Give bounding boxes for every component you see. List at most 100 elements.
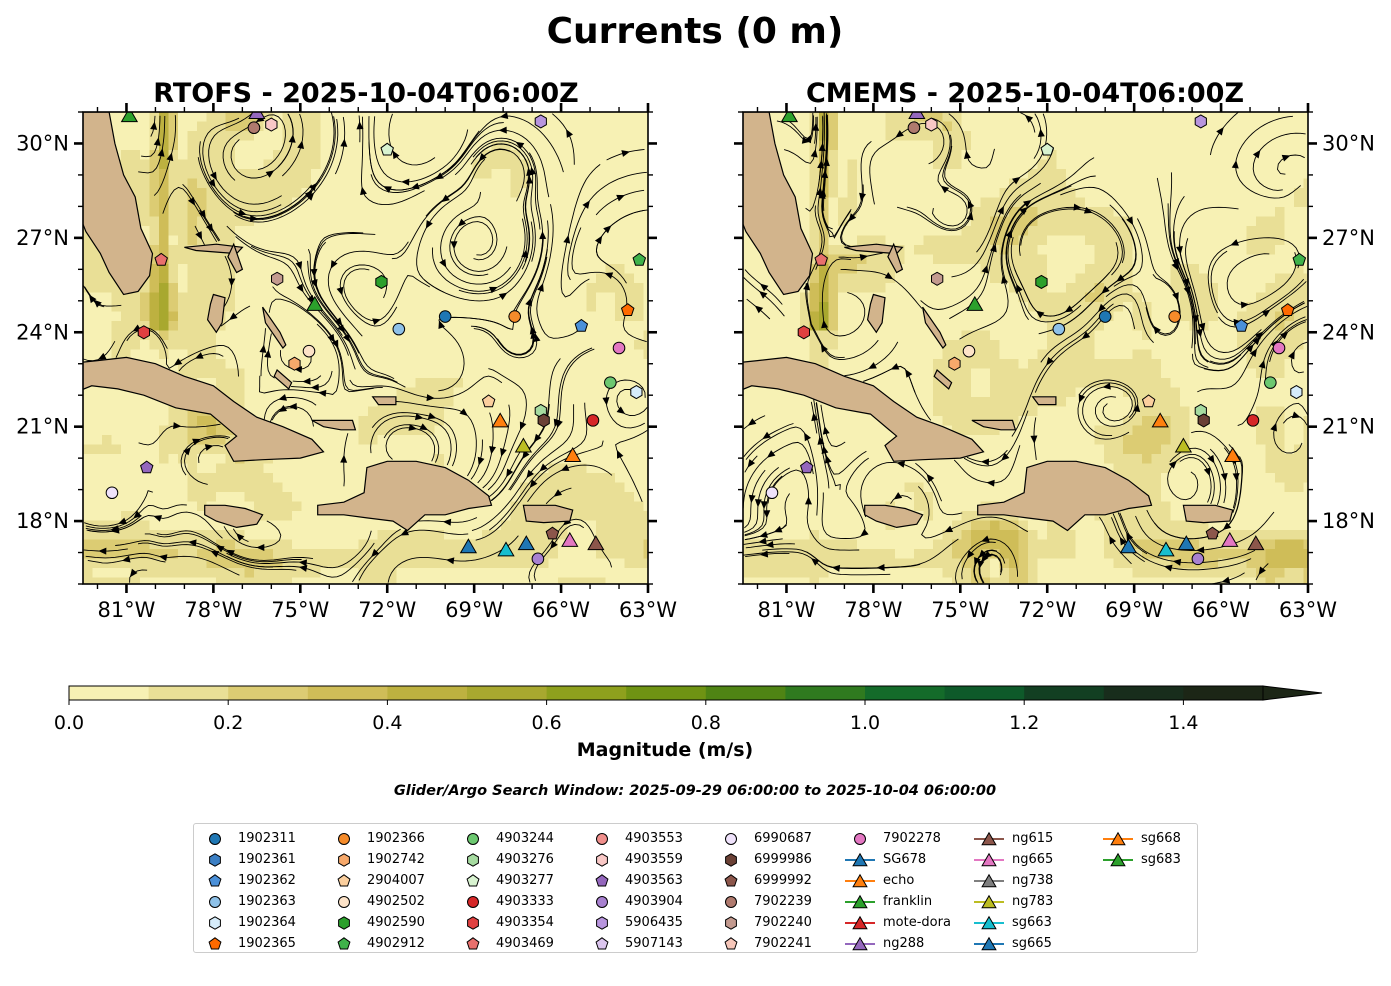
y-tick-label: 24°N	[1322, 320, 1375, 344]
platform-marker-sg668	[1151, 412, 1169, 428]
platform-marker-7902240	[931, 271, 944, 286]
circle-marker-icon	[198, 894, 232, 910]
platform-marker-6990687	[765, 486, 779, 500]
platform-marker-4903333	[586, 414, 600, 427]
legend-label: 4903333	[496, 894, 554, 909]
legend-item: ng288	[843, 933, 951, 954]
platform-marker-4903277	[380, 142, 394, 156]
colorbar-tick-label: 1.2	[1009, 712, 1039, 734]
legend-item: 4903244	[456, 828, 554, 849]
legend-item: 1902366	[327, 828, 425, 849]
triangle-marker-icon	[1101, 831, 1135, 847]
pentagon-marker-icon	[714, 936, 748, 952]
legend-label: sg683	[1141, 852, 1181, 867]
platform-marker-4903559	[265, 117, 278, 132]
legend-item: sg668	[1101, 828, 1181, 849]
colorbar-bin	[307, 686, 388, 700]
colorbar-bin	[228, 686, 309, 700]
platform-marker-1902364	[1290, 385, 1303, 400]
colorbar-tick-label: 0.2	[213, 712, 243, 734]
legend-item: 7902241	[714, 933, 812, 954]
legend-label: 4903277	[496, 873, 554, 888]
legend-column: 6990687 6999986 6999992 7902239 7902240 79022…	[714, 828, 812, 954]
platform-marker-1902363	[392, 322, 406, 336]
pentagon-marker-icon	[585, 936, 619, 952]
rtofs-map-panel: RTOFS - 2025-10-04T06:00Z 81°W 78°W 75°W 72…	[16, 78, 677, 622]
legend-label: 4903553	[625, 831, 683, 846]
pentagon-marker-icon	[585, 873, 619, 889]
platform-marker-ng783	[514, 437, 533, 453]
legend-item: 4903276	[456, 849, 554, 870]
platform-marker-7902278	[1272, 341, 1286, 355]
platform-marker-1902362	[574, 318, 589, 332]
legend-column: ng615 ng665 ng738 ng783 sg663 sg665	[972, 828, 1053, 954]
colorbar-tick-label: 1.4	[1168, 712, 1198, 734]
circle-marker-icon	[714, 831, 748, 847]
legend-label: 1902363	[238, 894, 296, 909]
platform-marker-sg663	[497, 541, 515, 557]
circle-marker-icon	[456, 831, 490, 847]
colorbar-tick-label: 1.0	[850, 712, 880, 734]
platform-marker-4903904	[1191, 552, 1205, 566]
platform-marker-4902502	[962, 344, 976, 358]
colorbar-tick-label: 0.0	[54, 712, 84, 734]
legend-item: 5907143	[585, 933, 683, 954]
legend-item: 6999986	[714, 849, 812, 870]
hexagon-marker-icon	[327, 915, 361, 931]
legend-label: 7902241	[754, 936, 812, 951]
platform-marker-4903333	[1246, 414, 1260, 427]
legend-item: 4903277	[456, 870, 554, 891]
triangle-marker-icon	[843, 936, 877, 952]
y-tick-label: 27°N	[1322, 226, 1375, 250]
platform-marker-6999992	[545, 526, 560, 540]
platform-marker-SG678	[1119, 538, 1138, 554]
platform-marker-1902311	[438, 310, 452, 323]
x-tick-label: 81°W	[97, 598, 155, 622]
legend-item: 7902278	[843, 828, 951, 849]
hexagon-marker-icon	[198, 852, 232, 868]
hexagon-marker-icon	[714, 852, 748, 868]
triangle-marker-icon	[843, 915, 877, 931]
legend-label: franklin	[883, 894, 933, 909]
platform-marker-mote-dora	[703, 80, 719, 94]
legend-label: ng783	[1012, 894, 1054, 909]
platform-marker-mote-dora	[43, 80, 59, 94]
platform-marker-7902240	[271, 271, 284, 286]
circle-marker-icon	[843, 831, 877, 847]
y-tick-label: 24°N	[16, 320, 69, 344]
pentagon-marker-icon	[198, 936, 232, 952]
legend-item: 7902240	[714, 912, 812, 933]
triangle-marker-icon	[972, 831, 1006, 847]
cmems-map-panel: CMEMS - 2025-10-04T06:00Z 81°W 78°W 75°W 72…	[702, 78, 1375, 622]
legend-item: franklin	[843, 891, 951, 912]
legend-item: 4903904	[585, 891, 683, 912]
legend-column: 4903553 4903559 4903563 4903904 5906435 59071…	[585, 828, 683, 954]
legend-label: ng738	[1012, 873, 1054, 888]
legend-label: 1902361	[238, 852, 296, 867]
platform-marker-4903553	[702, 330, 714, 342]
x-tick-label: 75°W	[271, 598, 329, 622]
legend-item: 6999992	[714, 870, 812, 891]
legend-item: 1902361	[198, 849, 296, 870]
platform-marker-4903559	[925, 117, 938, 132]
legend-item: 6990687	[714, 828, 812, 849]
platform-marker-ng665	[1221, 531, 1239, 547]
x-tick-label: 69°W	[1105, 598, 1163, 622]
platform-marker-6990687	[105, 486, 119, 500]
platform-marker-2904007	[481, 394, 496, 408]
legend-item: 4903563	[585, 870, 683, 891]
platform-marker-ng288	[908, 112, 926, 119]
circle-marker-icon	[585, 831, 619, 847]
platform-marker-1902365	[1280, 303, 1295, 316]
legend-label: 4903276	[496, 852, 554, 867]
legend-label: 1902362	[238, 873, 296, 888]
y-tick-label: 18°N	[16, 509, 69, 533]
pentagon-marker-icon	[456, 873, 490, 889]
colorbar-bin	[1024, 686, 1105, 700]
platform-marker-1902364	[630, 385, 643, 400]
platform-marker-ng615	[587, 535, 605, 551]
pentagon-marker-icon	[714, 873, 748, 889]
legend-label: 1902365	[238, 936, 296, 951]
x-tick-label: 78°W	[844, 598, 902, 622]
